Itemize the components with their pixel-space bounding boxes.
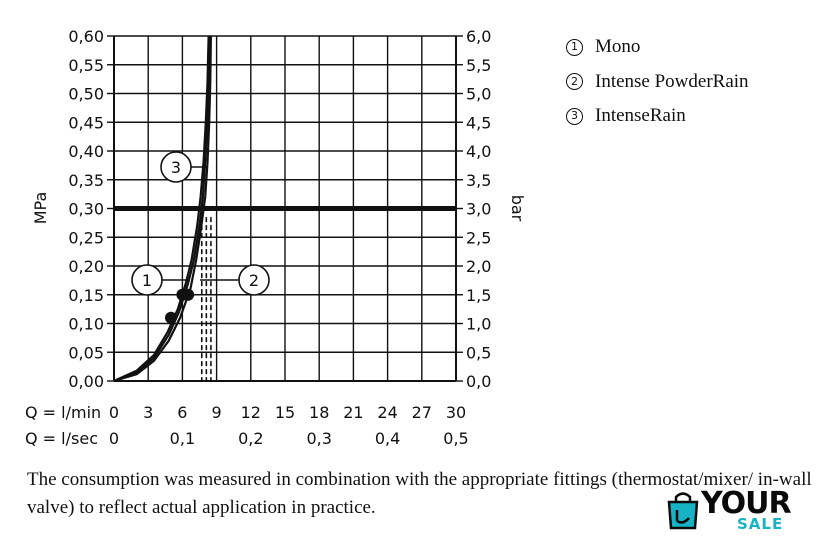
- legend-marker: 1: [566, 38, 583, 56]
- pressure-flow-chart: 0,00 0,00,05 0,50,10 1,00,15 1,50,20 2,00,25 2…: [25, 27, 527, 448]
- y-tick-label-right: 1,0: [466, 315, 491, 334]
- x-tick-label-lmin: 9: [212, 403, 222, 422]
- y-tick-label-left: 0,45: [68, 113, 104, 132]
- x-tick-label-lmin: 30: [446, 403, 466, 422]
- y-tick-label-right: 5,5: [466, 56, 491, 75]
- y-tick-label-right: 0,5: [466, 343, 491, 362]
- callout-circle: [131, 264, 163, 296]
- y-tick-label-left: 0,55: [68, 56, 104, 75]
- x-tick-label-lmin: 24: [377, 403, 397, 422]
- y-tick-label-right: 3,0: [466, 200, 491, 219]
- legend-marker: 2: [566, 73, 583, 91]
- y-tick-label-left: 0,20: [68, 257, 104, 276]
- legend-label: IntenseRain: [595, 105, 686, 127]
- yoursale-logo: YOUR SALE: [663, 484, 793, 536]
- y-tick-label-left: 0,30: [68, 200, 104, 219]
- series-line-2: [113, 35, 212, 383]
- y-tick-label-left: 0,50: [68, 85, 104, 104]
- x-tick-label-lmin: 3: [143, 403, 153, 422]
- y-tick-label-left: 0,05: [68, 343, 104, 362]
- chart-legend: 1 Mono 2 Intense PowderRain 3 IntenseRai…: [566, 30, 749, 134]
- y-tick-label-right: 4,5: [466, 113, 491, 132]
- x-tick-label-lsec: 0,2: [238, 429, 263, 448]
- x-tick-label-lsec: 0,3: [306, 429, 331, 448]
- logo-word: YOUR: [701, 486, 792, 521]
- y-tick-label-left: 0,25: [68, 228, 104, 247]
- x-tick-label-lsec: 0,1: [170, 429, 195, 448]
- y-tick-label-right: 5,0: [466, 85, 491, 104]
- x-tick-label-lsec: 0,5: [443, 429, 468, 448]
- x-tick-label-lsec: 0,4: [375, 429, 400, 448]
- x-tick-label-lmin: 21: [343, 403, 363, 422]
- series-point-1: [165, 311, 177, 324]
- y-axis-title-left: MPa: [31, 192, 50, 225]
- x-tick-label-lmin: 0: [109, 403, 119, 422]
- y-tick-label-left: 0,40: [68, 142, 104, 161]
- series-line-1: [113, 35, 211, 383]
- callout-circle: [160, 151, 192, 183]
- y-tick-label-right: 2,0: [466, 257, 491, 276]
- y-tick-label-right: 2,5: [466, 228, 491, 247]
- series-line-3: [113, 35, 210, 383]
- x-tick-label-lmin: 18: [309, 403, 329, 422]
- y-tick-label-left: 0,35: [68, 171, 104, 190]
- x-tick-label-lmin: 6: [177, 403, 187, 422]
- callout-number: 2: [249, 271, 259, 290]
- legend-item-intense-powderrain: 2 Intense PowderRain: [566, 65, 749, 100]
- y-tick-label-right: 4,0: [466, 142, 491, 161]
- y-tick-label-right: 0,0: [466, 372, 491, 391]
- x-tick-label-lmin: 15: [275, 403, 295, 422]
- y-tick-label-left: 0,00: [68, 372, 104, 391]
- logo-sub: SALE: [737, 515, 784, 533]
- y-tick-label-right: 3,5: [466, 171, 491, 190]
- x-tick-label-lsec: 0: [109, 429, 119, 448]
- y-tick-label-right: 1,5: [466, 286, 491, 305]
- chart-labels: 0,00 0,00,05 0,50,10 1,00,15 1,50,20 2,00,25 2…: [25, 27, 527, 448]
- x-tick-label-lmin: 27: [412, 403, 432, 422]
- y-tick-label-left: 0,10: [68, 315, 104, 334]
- measurement-note: The consumption was measured in combinat…: [27, 469, 812, 518]
- series-point-3: [176, 288, 189, 301]
- y-tick-label-left: 0,60: [68, 27, 104, 46]
- shopping-bag-icon: [667, 492, 699, 530]
- legend-item-intenserain: 3 IntenseRain: [566, 99, 749, 134]
- y-tick-label-right: 6,0: [466, 27, 491, 46]
- legend-item-mono: 1 Mono: [566, 30, 749, 65]
- legend-label: Intense PowderRain: [595, 70, 749, 92]
- callout-number: 3: [171, 158, 181, 177]
- y-tick-label-left: 0,15: [68, 286, 104, 305]
- legend-label: Mono: [595, 36, 641, 58]
- x-axis-label-lsec: Q = l/sec: [25, 429, 98, 448]
- legend-marker: 3: [566, 107, 583, 125]
- x-axis-label-lmin: Q = l/min: [25, 403, 101, 422]
- callout-number: 1: [142, 271, 152, 290]
- y-axis-title-right: bar: [508, 195, 527, 222]
- chart-plot: [113, 35, 456, 383]
- callout-circle: [238, 264, 270, 296]
- x-tick-label-lmin: 12: [241, 403, 261, 422]
